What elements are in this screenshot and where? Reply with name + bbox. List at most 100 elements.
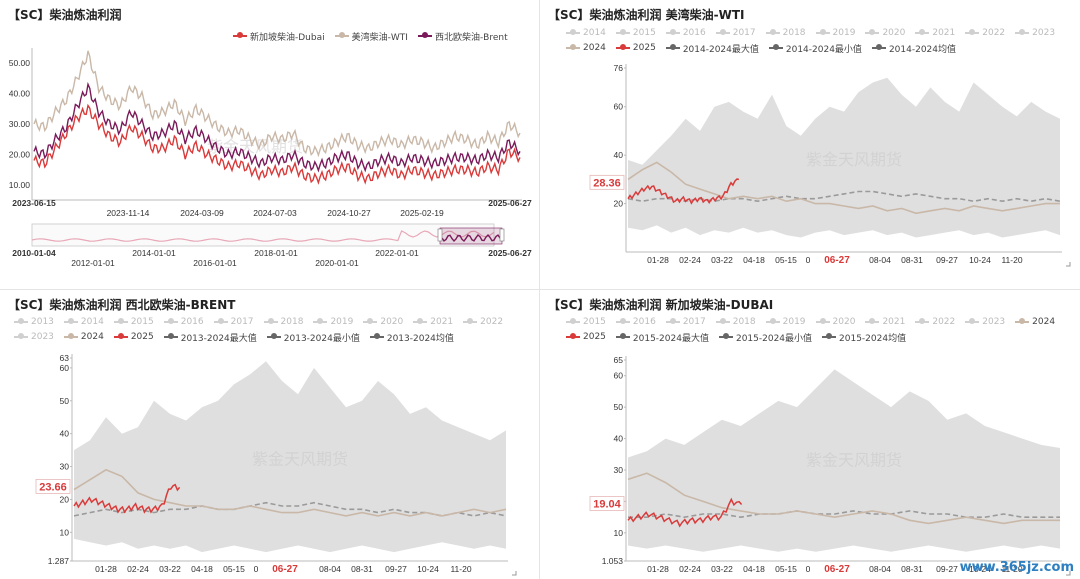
navigator-tick-label: 2018-01-01 xyxy=(254,248,298,258)
x-tick-label: 01-28 xyxy=(647,564,669,574)
legend-label: 2015 xyxy=(632,28,656,38)
legend-item[interactable]: 2014-2024最大值 xyxy=(665,42,759,55)
y-tick-label: 10.00 xyxy=(9,180,31,190)
legend-item-year[interactable]: 2015 xyxy=(113,316,154,328)
legend-item-year[interactable]: 2023 xyxy=(1015,27,1055,39)
legend-item[interactable]: 2024 xyxy=(63,331,104,343)
legend-item-year[interactable]: 2021 xyxy=(413,316,453,328)
legend-item-year[interactable]: 2015 xyxy=(566,316,606,328)
legend-item-year[interactable]: 2016 xyxy=(163,316,204,328)
x-tick-label: 09-27 xyxy=(385,564,407,574)
legend-label: 2022 xyxy=(932,317,956,327)
legend-item-year[interactable]: 2018 xyxy=(715,316,756,328)
legend-item-year[interactable]: 2019 xyxy=(313,316,353,328)
legend-item[interactable]: 2025 xyxy=(566,331,606,343)
y-tick-label: 50.00 xyxy=(9,58,31,68)
legend-label: 2019 xyxy=(330,317,354,327)
legend-swatch xyxy=(915,29,930,35)
legend-swatch xyxy=(615,318,630,324)
legend-marker xyxy=(619,29,626,35)
legend-item[interactable]: 2013-2024均值 xyxy=(369,331,454,344)
x-tick-label: 2024-10-27 xyxy=(327,208,371,218)
legend-marker xyxy=(1019,318,1026,324)
legend-item-year[interactable]: 2017 xyxy=(715,27,756,39)
legend-label: 2013-2024最大值 xyxy=(180,333,257,344)
legend-item[interactable]: 2015-2024最大值 xyxy=(615,331,709,344)
legend-item[interactable]: 2015-2024最小值 xyxy=(718,331,813,344)
legend-item-year[interactable]: 2020 xyxy=(865,27,905,39)
legend-marker xyxy=(969,318,976,324)
wti-chart: 76 60 40 20 28.36 紫金天风期货 01-28 02-24 03-22 04-18 0… xyxy=(589,63,1071,267)
legend-label: 2022 xyxy=(480,317,504,327)
panel-brent: 【SC】柴油炼油利润 西北欧柴油-BRENT 2013 2014 2015 2016 2… xyxy=(0,290,538,579)
legend-label: 西北欧柴油-Brent xyxy=(434,32,508,43)
legend-item-year[interactable]: 2021 xyxy=(915,27,955,39)
legend-item[interactable]: 2023 xyxy=(14,331,54,343)
legend-item-year[interactable]: 2015 xyxy=(615,27,656,39)
legend-item-year[interactable]: 2017 xyxy=(213,316,254,328)
legend-item[interactable]: 2024 xyxy=(566,42,606,54)
series-2025-line xyxy=(627,178,740,205)
legend-marker xyxy=(270,333,277,339)
legend-label: 2013-2024均值 xyxy=(386,333,454,344)
legend-swatch xyxy=(413,318,428,324)
legend-item-year[interactable]: 2022 xyxy=(965,27,1005,39)
legend-item[interactable]: 美湾柴油-WTI xyxy=(334,30,408,43)
legend-swatch xyxy=(768,44,783,50)
legend-item-year[interactable]: 2017 xyxy=(665,316,706,328)
legend-item-year[interactable]: 2021 xyxy=(865,316,905,328)
legend-label: 2014-2024均值 xyxy=(888,44,956,55)
legend-item-year[interactable]: 2018 xyxy=(263,316,304,328)
legend-swatch xyxy=(63,318,78,324)
legend-item[interactable]: 2014-2024均值 xyxy=(871,42,956,55)
legend-item-year[interactable]: 2022 xyxy=(463,316,503,328)
legend-item-year[interactable]: 2019 xyxy=(765,316,806,328)
legend-swatch xyxy=(615,333,630,339)
legend-item[interactable]: 2013-2024最小值 xyxy=(266,331,360,344)
legend-marker xyxy=(237,32,243,38)
legend-item-year[interactable]: 2019 xyxy=(815,27,855,39)
legend-label: 2016 xyxy=(180,317,204,327)
legend-item-year[interactable]: 2020 xyxy=(363,316,403,328)
panel-wti: 【SC】柴油炼油利润 美湾柴油-WTI 2014 2015 2016 2017 2018… xyxy=(540,0,1080,288)
legend-item[interactable]: 2025 xyxy=(113,331,154,343)
legend-swatch xyxy=(233,32,247,38)
legend-item-year[interactable]: 2013 xyxy=(14,316,54,328)
x-tick-label: 11-20 xyxy=(450,564,471,574)
legend-swatch xyxy=(715,318,730,324)
legend-item-year[interactable]: 2016 xyxy=(665,27,706,39)
y-tick-label: 10 xyxy=(60,527,70,537)
legend-item[interactable]: 2015-2024均值 xyxy=(822,331,906,344)
legend-swatch xyxy=(566,44,580,50)
legend-item-year[interactable]: 2018 xyxy=(765,27,806,39)
legend-item-year[interactable]: 2014 xyxy=(566,27,606,39)
legend-label: 2018 xyxy=(280,317,304,327)
legend-item[interactable]: 新加坡柴油-Dubai xyxy=(233,30,325,43)
legend-item-year[interactable]: 2022 xyxy=(915,316,955,328)
legend-marker xyxy=(722,333,729,339)
legend-label: 2024 xyxy=(583,43,606,53)
legend-swatch xyxy=(566,333,580,339)
legend-item-year[interactable]: 2023 xyxy=(965,316,1005,328)
legend-label: 2015-2024最小值 xyxy=(735,333,813,344)
legend-marker xyxy=(67,333,74,339)
legend-item[interactable]: 2014-2024最小值 xyxy=(768,42,862,55)
y-tick-label: 30 xyxy=(60,462,70,472)
legend-item[interactable]: 2013-2024最大值 xyxy=(163,331,257,344)
legend-marker xyxy=(826,333,833,339)
legend-marker xyxy=(570,333,576,339)
x-tick-label: 08-04 xyxy=(869,564,891,574)
legend-label: 2014 xyxy=(80,317,104,327)
legend-item[interactable]: 西北欧柴油-Brent xyxy=(417,30,508,43)
chart-legend-row2: 2023 2024 2025 2013-2024最大值 2013-2024最小值 2013… xyxy=(14,331,464,344)
legend-item-year[interactable]: 2014 xyxy=(63,316,104,328)
x-tick-label: 04-18 xyxy=(743,564,765,574)
legend-marker xyxy=(367,318,374,324)
legend-label: 2017 xyxy=(230,317,254,327)
legend-item[interactable]: 2025 xyxy=(615,42,656,54)
legend-label: 2024 xyxy=(80,332,104,342)
legend-item-year[interactable]: 2020 xyxy=(815,316,855,328)
legend-item-year[interactable]: 2024 xyxy=(1015,316,1055,328)
legend-item-year[interactable]: 2016 xyxy=(615,316,656,328)
legend-label: 2021 xyxy=(882,317,906,327)
